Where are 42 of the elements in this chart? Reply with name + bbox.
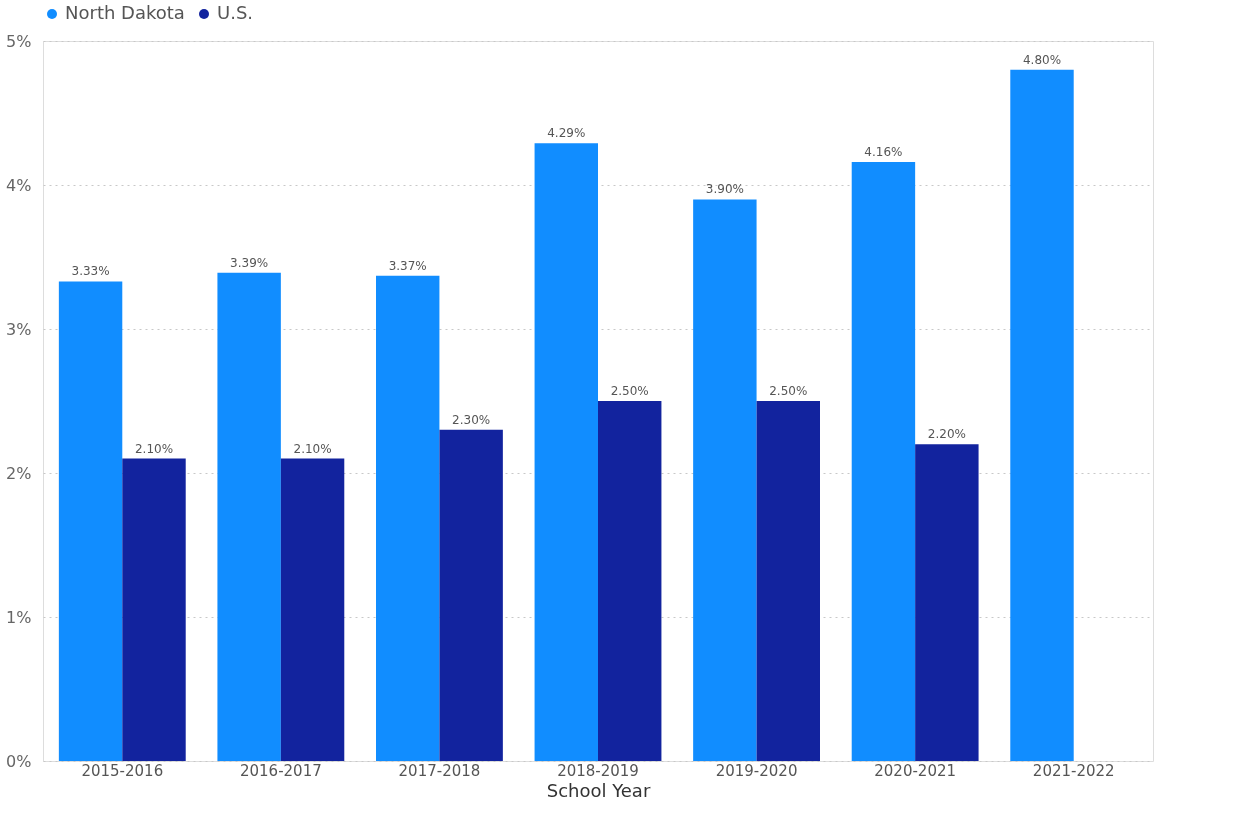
data-label: 3.39% xyxy=(230,255,269,270)
bar xyxy=(217,272,281,761)
data-label: 2.10% xyxy=(134,441,174,456)
data-label: 2.50% xyxy=(769,384,808,398)
x-tick-label: 2021-2022 xyxy=(1032,761,1115,780)
x-tick-label: 2015-2016 xyxy=(81,761,164,780)
data-label: 4.80% xyxy=(1022,52,1062,67)
x-tick-label: 2016-2017 xyxy=(239,761,322,780)
data-label: 2.30% xyxy=(452,412,491,427)
bar xyxy=(756,401,820,761)
y-tick-label: 5% xyxy=(6,31,32,51)
y-tick-label: 1% xyxy=(6,607,32,627)
data-label: 4.29% xyxy=(547,126,586,141)
y-tick-label: 0% xyxy=(6,751,32,771)
x-tick-label: 2020-2021 xyxy=(874,761,957,780)
bar xyxy=(851,161,916,761)
bar xyxy=(598,401,662,761)
bar xyxy=(1010,69,1074,761)
bar xyxy=(376,275,440,761)
bar xyxy=(439,429,503,761)
bar xyxy=(58,281,123,761)
bar xyxy=(915,444,979,761)
bar xyxy=(534,143,598,761)
data-label: 2.20% xyxy=(927,427,966,442)
data-label: 2.50% xyxy=(610,384,649,398)
legend-label: North Dakota xyxy=(65,2,185,23)
legend-label: U.S. xyxy=(217,2,254,23)
x-tick-label: 2018-2019 xyxy=(557,761,639,780)
y-tick-label: 2% xyxy=(6,463,32,483)
data-label: 2.10% xyxy=(293,441,332,456)
bar xyxy=(122,458,186,761)
y-tick-label: 3% xyxy=(6,319,32,339)
x-axis-title: School Year xyxy=(546,779,651,801)
data-label: 3.90% xyxy=(705,182,744,197)
data-label: 3.33% xyxy=(71,264,110,279)
x-tick-label: 2017-2018 xyxy=(398,761,481,780)
data-label: 4.16% xyxy=(864,144,903,159)
y-tick-label: 4% xyxy=(6,175,32,195)
bar xyxy=(280,458,345,761)
x-tick-label: 2019-2020 xyxy=(715,761,798,780)
bar xyxy=(693,199,757,761)
data-label: 3.37% xyxy=(388,258,427,273)
